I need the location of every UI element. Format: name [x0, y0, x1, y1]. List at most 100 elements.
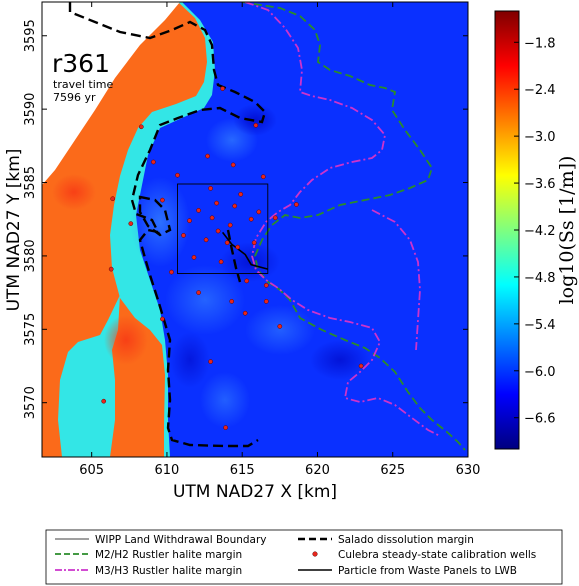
- hotspot-west: [52, 174, 96, 210]
- calibration-well-marker: [214, 200, 219, 206]
- x-tick-label: 605: [79, 463, 104, 478]
- calibration-well-marker: [227, 222, 233, 228]
- salado-dissolution-margin-east: [226, 229, 242, 283]
- calibration-well-marker: [108, 266, 114, 272]
- calibration-well-marker: [294, 202, 299, 207]
- calibration-well-marker: [224, 240, 230, 246]
- colorbar-tick-label: −2.4: [524, 83, 556, 98]
- y-tick-label: 3590: [23, 93, 38, 126]
- mid-patch-4: [245, 305, 315, 355]
- calibration-well-marker: [235, 244, 241, 250]
- calibration-well-marker: [208, 186, 213, 191]
- colorbar-title: log10(Ss [1/m]): [556, 156, 578, 305]
- calibration-well-marker: [181, 233, 186, 238]
- low-patch-4: [170, 332, 210, 388]
- salado-dissolution-margin: [68, 2, 267, 448]
- calibration-well-marker: [358, 363, 364, 369]
- calibration-well-marker: [110, 196, 116, 202]
- calibration-well-marker: [238, 191, 244, 197]
- travel-time-value: 7596 yr: [53, 91, 96, 104]
- calibration-well-marker: [151, 159, 156, 165]
- colorbar-title-text: log10(Ss [1/m]): [556, 156, 578, 305]
- calibration-well-marker: [223, 425, 228, 430]
- calibration-well-marker: [229, 299, 235, 304]
- y-tick-label: 3595: [23, 19, 38, 52]
- colorbar-tick-label: −6.6: [524, 412, 556, 427]
- mid-patch-1: [130, 177, 190, 267]
- x-axis-title: UTM NAD27 X [km]: [173, 482, 337, 502]
- hotspot-southwest: [104, 315, 148, 365]
- calibration-well-marker: [251, 240, 257, 246]
- x-tick-label: 625: [380, 463, 405, 478]
- calibration-well-marker: [263, 299, 269, 304]
- calibration-well-marker: [242, 310, 248, 316]
- calibration-well-marker: [196, 290, 201, 295]
- calibration-well-marker: [191, 255, 197, 260]
- no-data-region: [42, 2, 180, 185]
- calibration-well-marker: [232, 203, 238, 209]
- legend-swatch: [312, 551, 318, 557]
- calibration-well-marker: [208, 359, 213, 364]
- x-tick-label: 620: [305, 463, 330, 478]
- legend-label: Salado dissolution margin: [338, 534, 474, 546]
- y-tick-label: 3585: [23, 166, 38, 199]
- colorbar-tick-label: −3.6: [524, 177, 556, 192]
- plot-frame: [41, 1, 469, 458]
- calibration-well-marker: [272, 215, 278, 221]
- m3h3-rustler-halite-margin-east: [371, 209, 421, 351]
- mid-patch-5: [200, 372, 250, 428]
- legend-label: WIPP Land Withdrawal Boundary: [95, 534, 267, 546]
- calibration-well-marker: [160, 316, 165, 322]
- calibration-well-marker: [277, 324, 283, 329]
- low-patch-1: [233, 104, 277, 136]
- calibration-well-marker: [160, 197, 165, 203]
- salado-dissolution-margin-loop: [138, 195, 172, 237]
- calibration-well-marker: [230, 162, 236, 168]
- colorbar-tick-label: −3.0: [524, 130, 556, 145]
- calibration-well-marker: [218, 259, 224, 265]
- wipp-land-withdrawal-boundary: [177, 183, 269, 274]
- colorbar-tick-label: −4.8: [524, 271, 556, 286]
- x-tick-label: 610: [155, 463, 180, 478]
- calibration-well-marker: [205, 153, 210, 159]
- calibration-well-marker: [203, 237, 209, 243]
- m2h2-rustler-halite-margin: [241, 2, 466, 451]
- y-tick-label: 3575: [23, 313, 38, 346]
- realization-label: r361: [52, 49, 110, 78]
- calibration-well-marker: [256, 209, 262, 215]
- colorbar-tick-label: −4.2: [524, 224, 556, 239]
- low-patch-3: [310, 340, 370, 380]
- calibration-well-marker: [175, 172, 180, 178]
- mid-patch-3: [165, 265, 245, 335]
- y-tick-label: 3580: [23, 239, 38, 272]
- calibration-well-marker: [101, 398, 107, 404]
- calibration-well-marker: [128, 221, 134, 226]
- calibration-well-marker: [263, 282, 269, 288]
- colorbar-tick-label: −1.8: [524, 36, 556, 51]
- legend-label: Culebra steady-state calibration wells: [338, 549, 536, 561]
- x-tick-label: 615: [230, 463, 255, 478]
- legend-label: Particle from Waste Panels to LWB: [338, 565, 517, 577]
- calibration-well-marker: [248, 216, 254, 222]
- particle-path: [221, 231, 269, 270]
- heatmap-field: [42, 2, 468, 457]
- x-tick-label: 630: [456, 463, 481, 478]
- colorbar-ticks: −1.8 −2.4 −3.0 −3.6 −4.2 −4.8 −5.4 −6.0 −6.6: [514, 36, 556, 427]
- calibration-wells: [101, 86, 364, 430]
- y-tick-label: 3570: [23, 386, 38, 419]
- calibration-well-marker: [260, 174, 266, 180]
- calibration-well-marker: [215, 228, 221, 234]
- legend-label: M2/H2 Rustler halite margin: [95, 549, 242, 561]
- calibration-well-marker: [187, 218, 192, 224]
- m3h3-rustler-halite-margin: [244, 2, 441, 437]
- calibration-well-marker: [253, 122, 259, 128]
- calibration-well-marker: [209, 215, 215, 221]
- colorbar-tick-label: −6.0: [524, 365, 556, 380]
- calibration-well-marker: [169, 269, 174, 275]
- x-axis: 605 610 615 620 625 630: [79, 2, 480, 478]
- y-axis-title: UTM NAD27 Y [km]: [4, 149, 24, 312]
- calibration-well-marker: [244, 278, 250, 284]
- calibration-well-marker: [220, 86, 225, 91]
- calibration-well-marker: [196, 208, 201, 213]
